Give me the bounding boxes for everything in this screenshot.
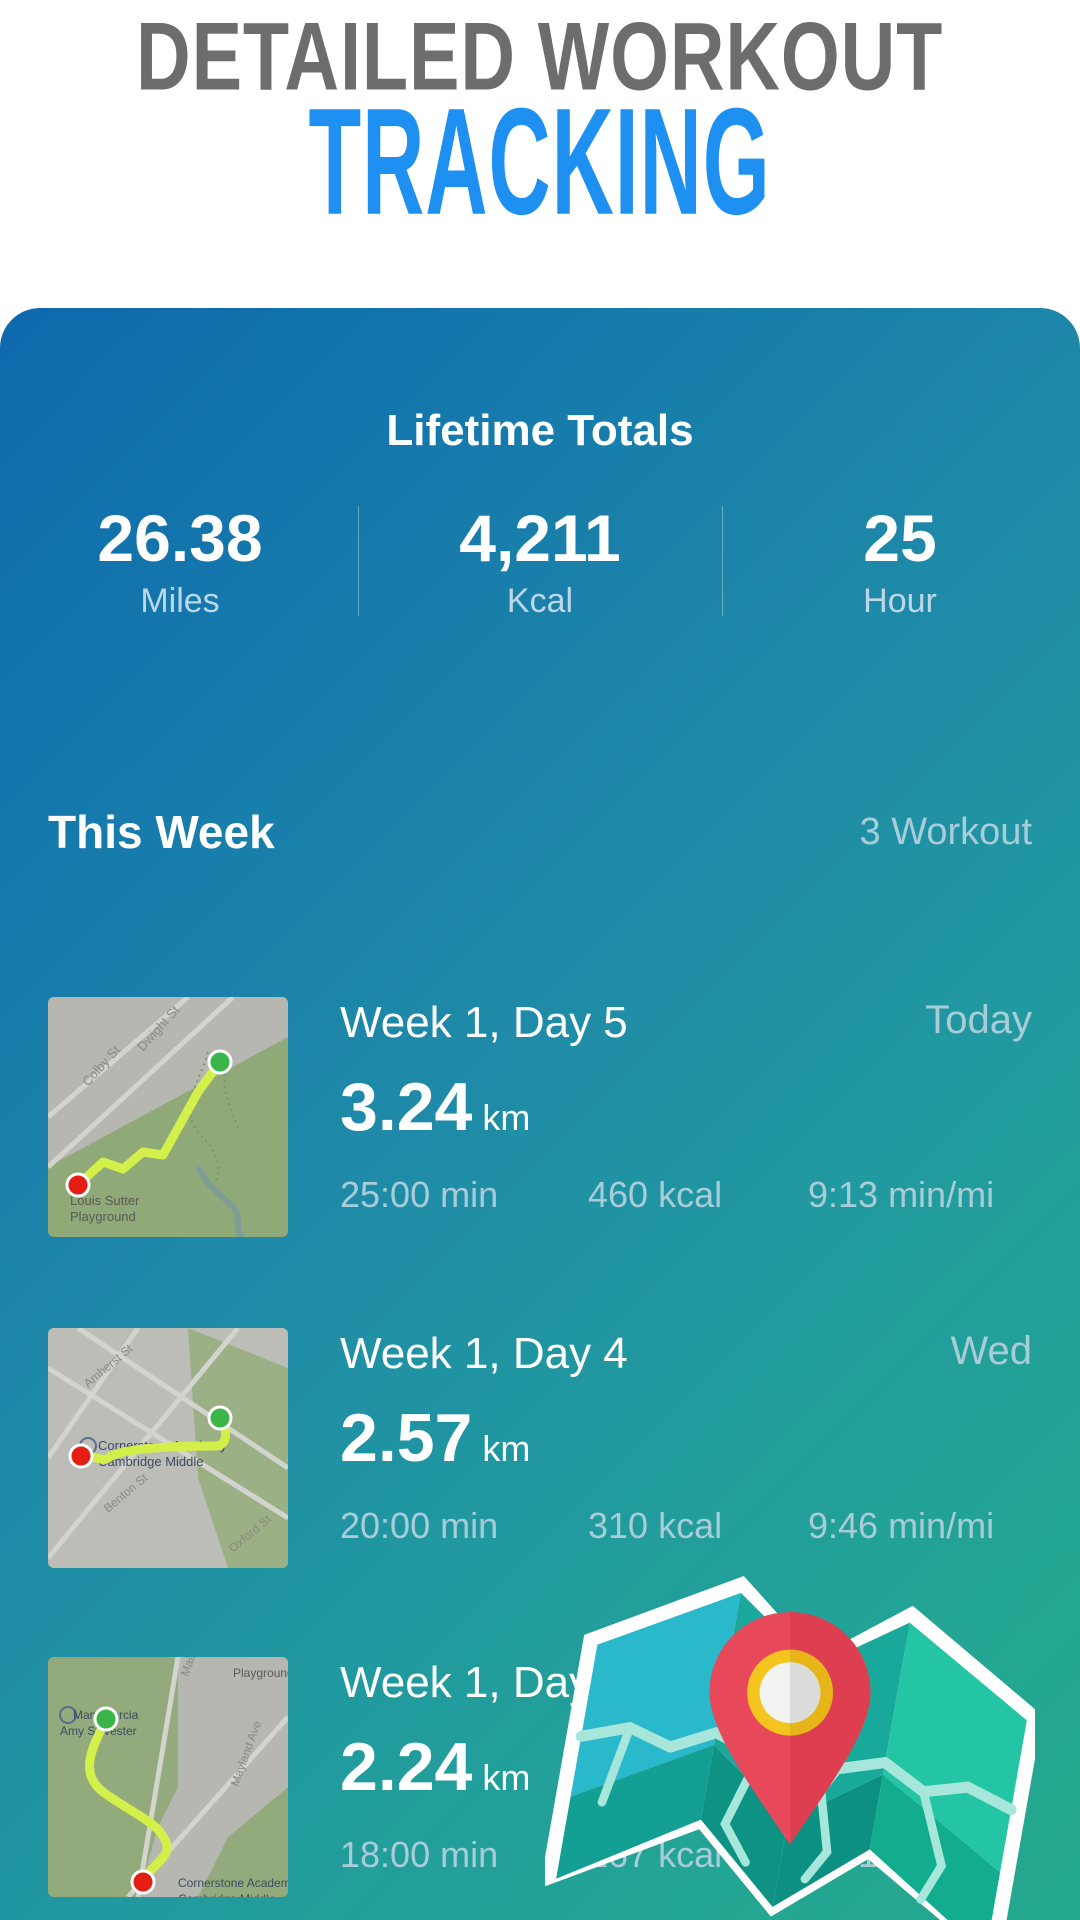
- svg-text:Cornerstone Academy: Cornerstone Academy: [178, 1876, 288, 1890]
- svg-text:Playground: Playground: [233, 1666, 288, 1680]
- svg-text:Playground: Playground: [70, 1209, 136, 1224]
- svg-text:Cambridge Middle: Cambridge Middle: [178, 1892, 276, 1897]
